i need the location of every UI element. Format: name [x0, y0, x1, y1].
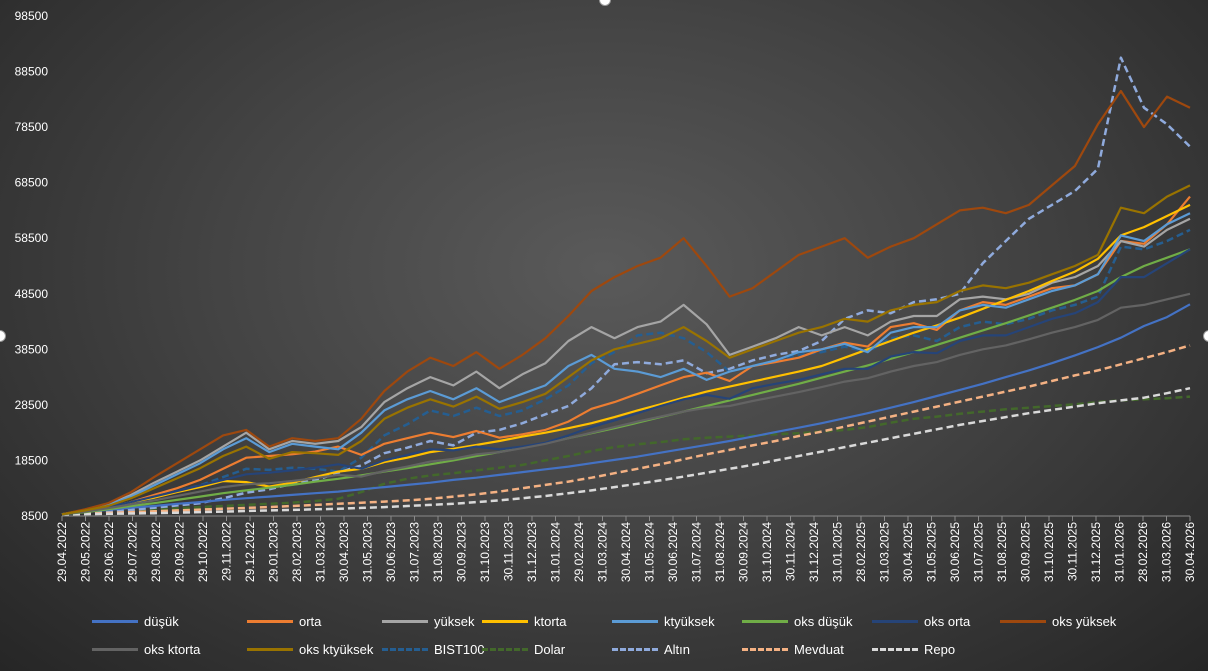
x-tick-label: 31.05.2025: [925, 522, 939, 582]
y-tick-label: 88500: [15, 65, 49, 79]
y-tick-label: 58500: [15, 231, 49, 245]
x-tick-label: 30.04.2023: [337, 522, 351, 582]
x-tick-label: 30.11.2023: [502, 522, 516, 581]
x-tick-label: 31.10.2025: [1042, 522, 1056, 582]
x-tick-label: 31.03.2024: [596, 522, 610, 582]
x-tick-label: 30.11.2025: [1066, 522, 1080, 581]
x-tick-label: 31.03.2023: [314, 522, 328, 582]
x-tick-label: 31.01.2026: [1113, 522, 1127, 582]
x-tick-label: 29.06.2022: [102, 522, 116, 582]
y-tick-label: 68500: [15, 176, 49, 190]
x-tick-label: 31.08.2024: [713, 522, 727, 582]
y-tick-label: 38500: [15, 342, 49, 356]
series-line-13: [61, 56, 1191, 516]
x-tick-label: 29.07.2022: [126, 522, 140, 582]
x-axis-tick-labels: 29.04.2022 29.05.2022 29.06.2022 29.07.2022…: [55, 516, 1197, 582]
x-tick-label: 31.05.2023: [361, 522, 375, 582]
series-line-7: [61, 248, 1191, 516]
y-tick-label: 98500: [15, 9, 49, 23]
series-line-15: [61, 386, 1191, 516]
x-tick-label: 31.10.2023: [478, 522, 492, 582]
x-tick-label: 31.12.2024: [807, 522, 821, 582]
x-tick-label: 31.08.2025: [995, 522, 1009, 582]
x-tick-label: 31.03.2026: [1160, 522, 1174, 582]
x-tick-label: 31.01.2025: [831, 522, 845, 582]
x-tick-label: 30.06.2023: [384, 522, 398, 582]
series-line-14: [61, 344, 1191, 516]
y-tick-label: 28500: [15, 398, 49, 412]
x-tick-label: 29.11.2022: [220, 522, 234, 581]
x-tick-label: 30.04.2024: [619, 522, 633, 582]
x-tick-label: 31.07.2025: [972, 522, 986, 582]
series-line-4: [61, 203, 1191, 516]
x-tick-label: 31.12.2023: [525, 522, 539, 582]
x-tick-label: 29.02.2024: [572, 522, 586, 582]
x-tick-label: 30.06.2025: [948, 522, 962, 582]
series-line-12: [61, 395, 1191, 516]
right-resize-handle[interactable]: [1203, 330, 1208, 342]
x-tick-label: 31.08.2023: [431, 522, 445, 582]
x-tick-label: 29.10.2022: [196, 522, 210, 582]
x-tick-label: 30.11.2024: [784, 522, 798, 581]
x-tick-label: 30.06.2024: [666, 522, 680, 582]
x-tick-label: 28.02.2025: [854, 522, 868, 582]
x-tick-label: 31.12.2025: [1089, 522, 1103, 582]
series-line-3: [61, 217, 1191, 516]
series-line-6: [61, 248, 1191, 516]
x-tick-label: 28.02.2023: [290, 522, 304, 582]
x-tick-label: 30.09.2023: [455, 522, 469, 582]
x-tick-label: 29.04.2022: [55, 522, 69, 582]
series-line-1: [61, 303, 1191, 516]
x-tick-label: 30.09.2025: [1019, 522, 1033, 582]
x-tick-label: 31.03.2025: [878, 522, 892, 582]
x-tick-label: 30.04.2025: [901, 522, 915, 582]
x-tick-label: 28.02.2026: [1136, 522, 1150, 582]
y-axis-tick-labels: 8500 18500 28500 38500 48500 58500 68500 78500 8…: [15, 9, 49, 523]
x-tick-label: 31.10.2024: [760, 522, 774, 582]
x-tick-label: 31.01.2024: [549, 522, 563, 582]
x-tick-label: 29.08.2022: [149, 522, 163, 582]
y-tick-label: 18500: [15, 453, 49, 467]
x-tick-label: 30.04.2026: [1183, 522, 1197, 582]
series-line-10: [61, 184, 1191, 516]
x-tick-label: 29.09.2022: [173, 522, 187, 582]
chart-series-lines: [61, 56, 1191, 516]
series-line-9: [61, 292, 1191, 516]
y-tick-label: 78500: [15, 120, 49, 134]
y-tick-label: 8500: [21, 509, 48, 523]
series-line-2: [61, 195, 1191, 516]
y-tick-label: 48500: [15, 287, 49, 301]
x-tick-label: 30.09.2024: [737, 522, 751, 582]
x-tick-label: 31.07.2023: [408, 522, 422, 582]
x-tick-label: 29.12.2022: [243, 522, 257, 582]
series-line-5: [61, 212, 1191, 516]
series-line-8: [61, 89, 1191, 516]
x-tick-label: 31.07.2024: [690, 522, 704, 582]
x-tick-label: 31.05.2024: [643, 522, 657, 582]
x-tick-label: 29.05.2022: [79, 522, 93, 582]
x-tick-label: 29.01.2023: [267, 522, 281, 582]
